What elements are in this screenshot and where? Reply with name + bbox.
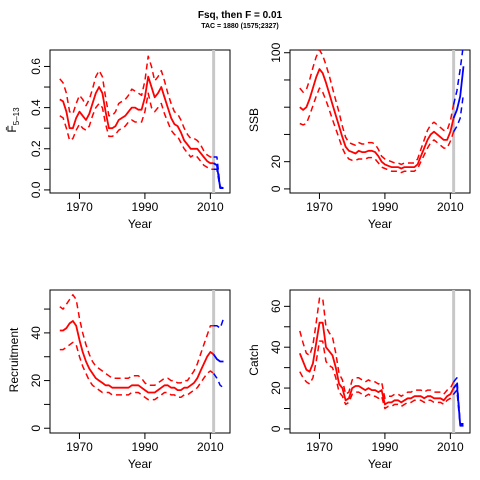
recruitment-projection-median-line [212,353,224,363]
fbar-y-tick-label: 0.4 [29,99,43,116]
ssb-y-tick-label: 0 [269,185,283,192]
recruitment-y-axis-label: Recruitment [7,327,21,392]
catch-historical-lower-line [299,340,455,410]
panel-catch: Catch Year 1970 1990 2010 0 20 40 60 [247,289,471,471]
ssb-plot-frame [289,49,471,194]
recruitment-x-tick-label: 1990 [132,440,159,454]
catch-y-tick-label: 0 [269,425,283,432]
figure-subtitle: TAC = 1880 (1575;2327) [201,23,279,30]
ssb-projection-lower-line [452,93,465,133]
ssb-historical-lower-line [299,87,455,174]
fbar-historical-median-line [59,75,214,165]
panel-fbar: F̄5–13 Year 1970 1990 2010 0.0 0.2 0.4 0.6 [5,49,231,231]
catch-x-tick-label: 1970 [306,440,333,454]
fbar-projection-median-line [213,162,224,189]
catch-projection-median-line [452,383,464,426]
recruitment-y-tick-label: 40 [29,326,43,340]
recruitment-series-group [59,294,225,401]
fbar-series-group [59,55,224,190]
recruitment-x-tick-label: 2010 [197,440,224,454]
recruitment-x-tick-label: 1970 [66,440,93,454]
catch-projection-upper-line [453,377,464,425]
panel-recruitment: Recruitment Year 1970 1990 2010 0 20 40 [7,289,231,471]
fbar-historical-lower-line [59,92,214,171]
recruitment-projection-lower-line [212,372,224,389]
recruitment-historical-lower-line [59,341,215,401]
catch-y-tick-label: 20 [269,381,283,395]
catch-y-tick-label: 60 [269,299,283,313]
ssb-x-tick-label: 1990 [372,200,399,214]
fbar-plot-frame [49,49,231,194]
figure-title: Fsq, then F = 0.01 [197,10,283,21]
recruitment-x-axis-label: Year [128,457,152,471]
catch-series-group [298,297,464,427]
recruitment-plot-frame [49,289,231,434]
fbar-y-tick-label: 0.0 [29,181,43,198]
ssb-x-axis-label: Year [368,217,392,231]
ssb-x-tick-label: 2010 [437,200,464,214]
ssb-projection-upper-line [452,50,464,105]
catch-x-axis-label: Year [368,457,392,471]
ssb-y-tick-label: 20 [269,155,283,169]
fbar-y-tick-label: 0.2 [29,140,43,157]
ssb-y-axis-label: SSB [247,108,261,132]
catch-historical-upper-line [299,297,455,400]
fbar-x-tick-label: 1990 [132,200,159,214]
fbar-x-tick-label: 1970 [66,200,93,214]
fbar-y-axis-label: F̄5–13 [5,107,21,133]
ssb-series-group [299,50,465,174]
ssb-x-tick-label: 1970 [306,200,333,214]
recruitment-historical-median-line [59,320,215,394]
recruitment-y-tick-label: 20 [29,374,43,388]
fbar-y-tick-label: 0.6 [29,58,43,75]
recruitment-y-tick-label: 0 [29,425,43,432]
fbar-historical-upper-line [59,55,214,158]
recruitment-historical-upper-line [59,294,214,387]
catch-y-axis-label: Catch [247,344,261,375]
recruitment-projection-upper-line [213,318,225,329]
ssb-projection-median-line [452,66,465,119]
catch-x-tick-label: 2010 [437,440,464,454]
catch-historical-median-line [298,321,455,406]
catch-y-tick-label: 40 [269,340,283,354]
catch-x-tick-label: 1990 [372,440,399,454]
fbar-x-axis-label: Year [128,217,152,231]
catch-plot-frame [289,289,471,434]
fbar-x-tick-label: 2010 [197,200,224,214]
ssb-historical-upper-line [299,50,455,166]
ssb-historical-median-line [299,68,455,170]
ssb-y-tick-label: 100 [269,42,283,62]
